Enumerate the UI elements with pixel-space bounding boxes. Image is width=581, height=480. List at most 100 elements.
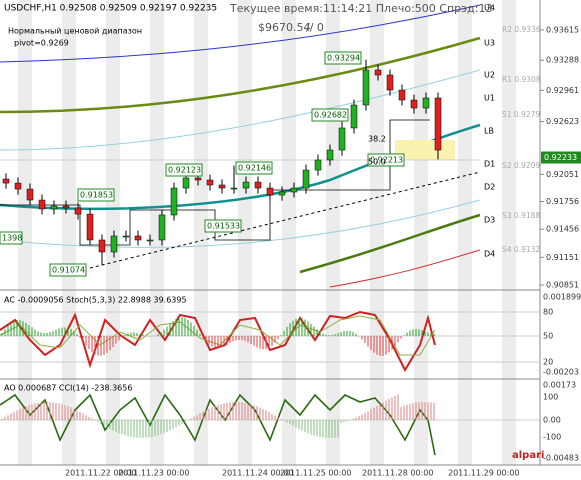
slash: // 0: [306, 21, 324, 34]
candle-body: [62, 205, 70, 209]
ao-scale: -100: [543, 433, 561, 442]
candle-body: [290, 187, 298, 193]
price-box: [204, 219, 242, 233]
ac-scale: 80: [543, 308, 553, 317]
candle-body: [422, 97, 430, 109]
current-price: 0.92233: [544, 153, 577, 162]
range-label: Нормальный ценовой диапазон: [8, 27, 142, 36]
candle-body: [278, 191, 286, 196]
price-box-label: 0.92213: [370, 156, 403, 165]
trend-line: [89, 171, 481, 269]
stoch-main: [0, 310, 436, 373]
stoch-signal: [0, 315, 436, 356]
candle-body: [110, 235, 118, 253]
price-box-label: 0.92123: [168, 166, 201, 175]
candle-body: [26, 188, 34, 201]
level-label: U2: [484, 71, 495, 80]
session-stripe: [370, 0, 384, 465]
cci-line: [0, 393, 436, 456]
band-light: [0, 69, 481, 151]
candle-body: [398, 89, 406, 101]
ao-scale: 0.00173: [543, 381, 576, 390]
session-stripe: [150, 0, 164, 465]
candle-body: [2, 178, 10, 184]
price-tick-label: 0.92623: [546, 117, 579, 126]
session-stripe: [194, 0, 208, 465]
status: Текущее время:11:14:21 Плечо:500 Спрэд:1…: [229, 2, 493, 15]
candle-body: [242, 181, 250, 189]
candle-body: [266, 187, 274, 196]
price-box-label: 0.91074: [52, 266, 85, 275]
current-price-box: [541, 151, 581, 164]
pivot-label: R2 0.9336: [502, 25, 541, 34]
session-stripe: [502, 0, 516, 465]
fib-label: 50.0: [368, 158, 386, 167]
candle-body: [170, 187, 178, 216]
candle-body: [230, 187, 238, 190]
band-green-low: [299, 213, 481, 274]
candle-body: [50, 205, 58, 210]
price-box-label: 0.93294: [327, 54, 360, 63]
balance: $9670.54: [258, 21, 311, 34]
candle-body: [122, 235, 130, 238]
candle-body: [182, 177, 190, 189]
pivot-label: pivot=0.9269: [14, 39, 69, 48]
candle-body: [86, 213, 94, 241]
price-box-label: 0.91533: [207, 222, 240, 231]
candle-body: [410, 99, 418, 109]
pivot-label: S2 0.9209: [502, 161, 540, 170]
band-red: [329, 249, 481, 288]
logo: alpari: [512, 450, 544, 461]
ac-scale: 20: [543, 358, 553, 367]
candle-body: [314, 159, 322, 171]
candle-body: [326, 149, 334, 161]
ac-title: AC -0.0009056 Stoch(5,3,3) 22.8988 39.63…: [4, 296, 187, 305]
price-box: [77, 188, 115, 202]
ac-scale: 50: [543, 332, 553, 341]
candle-body: [218, 184, 226, 189]
pivot-label: S1 0.9279: [502, 110, 540, 119]
band-light-low: [0, 199, 481, 248]
ac-scale: -0.00203: [543, 368, 579, 377]
price-tick-label: 0.92051: [546, 170, 579, 179]
candle-body: [14, 182, 22, 190]
date-label: 2011.11.29 00:00: [448, 469, 519, 478]
candle-body: [134, 235, 142, 241]
candle-body: [98, 239, 106, 253]
date-label: 2011.11.28 00:00: [362, 469, 433, 478]
session-stripe: [458, 0, 472, 465]
level-label: U4: [484, 4, 495, 13]
band-blue: [0, 4, 481, 63]
ac-scale: 0.001899: [543, 293, 581, 302]
price-box-label: 0.92682: [314, 111, 347, 120]
price-box-label: 0.92146: [238, 164, 271, 173]
level-label: U1: [484, 94, 495, 103]
session-stripe: [282, 0, 296, 465]
price-box: [165, 163, 203, 177]
session-stripe: [238, 0, 252, 465]
level-label: D3: [484, 216, 495, 225]
price-box-label: 0.91853: [80, 191, 113, 200]
pivot-label: S4 0.9132: [502, 245, 540, 254]
level-label: D2: [484, 183, 495, 192]
pivot-label: S3 0.9188: [502, 211, 540, 220]
date-label: 2011.11.23 00:00: [118, 469, 189, 478]
symbol-line: USDCHF,H1 0.92508 0.92509 0.92197 0.9223…: [4, 4, 217, 14]
price-tick-label: 0.91756: [546, 197, 579, 206]
price-tick-label: 0.91456: [546, 225, 579, 234]
candle-body: [434, 97, 442, 151]
candle-body: [74, 207, 82, 215]
price-tick-label: 0.92961: [546, 86, 579, 95]
candle-body: [374, 69, 382, 76]
candle-body: [206, 179, 214, 186]
price-tick-label: 0.91151: [546, 253, 579, 262]
candle-body: [386, 74, 394, 91]
price-box: [0, 231, 23, 245]
price-tick-label: 0.93615: [546, 25, 579, 34]
candle-body: [254, 181, 262, 189]
candle-body: [302, 169, 310, 189]
price-tick-label: 0.93288: [546, 56, 579, 65]
level-label: D1: [484, 160, 495, 169]
candle-body: [158, 214, 166, 241]
